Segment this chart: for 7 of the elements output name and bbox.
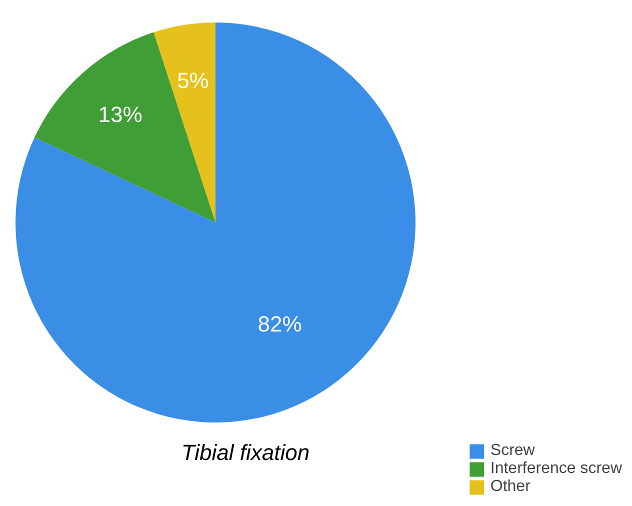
- data-label: 5%: [177, 68, 209, 93]
- legend-label: Screw: [490, 442, 535, 460]
- text: Tibial fixation: [181, 440, 310, 465]
- data-label: 82%: [258, 311, 302, 336]
- data-label: 13%: [98, 102, 142, 127]
- legend-label: Other: [490, 478, 530, 496]
- legend-label: Interference screw: [490, 460, 622, 478]
